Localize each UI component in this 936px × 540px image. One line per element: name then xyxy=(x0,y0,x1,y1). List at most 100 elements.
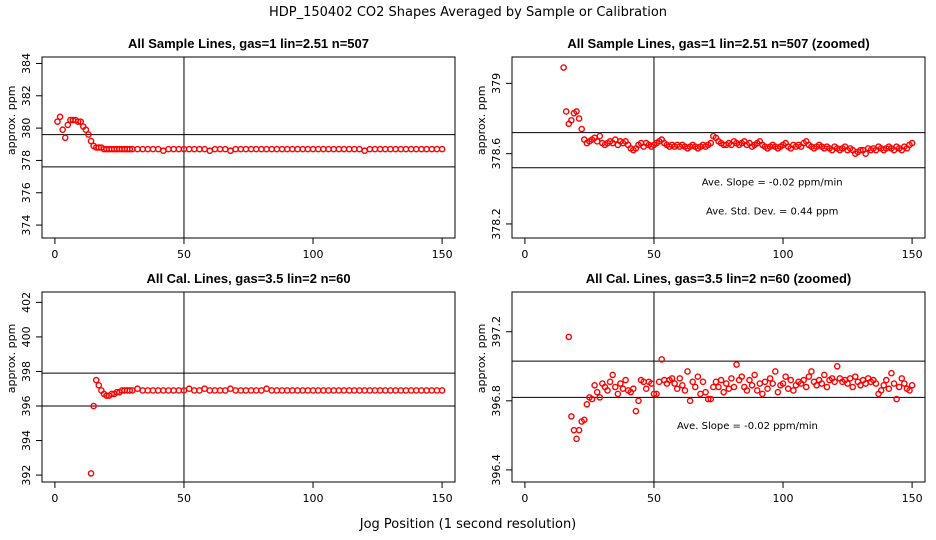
data-point xyxy=(862,150,869,157)
data-point xyxy=(232,387,239,394)
data-point xyxy=(412,145,420,153)
data-point xyxy=(580,416,588,424)
x-tick-label: 0 xyxy=(51,248,58,261)
data-point xyxy=(82,126,90,134)
data-point xyxy=(831,378,838,386)
data-point xyxy=(805,373,813,380)
data-point xyxy=(707,139,715,147)
panel-1: All Sample Lines, gas=1 lin=2.51 n=507 0 5… xyxy=(5,36,456,261)
plot-frame xyxy=(41,291,456,483)
data-point xyxy=(655,378,663,386)
data-point xyxy=(717,376,725,384)
y-tick-label: 398 xyxy=(20,361,33,382)
data-point xyxy=(893,395,900,403)
data-point xyxy=(304,387,312,394)
data-point xyxy=(56,113,64,121)
x-tick-label: 0 xyxy=(521,492,528,505)
data-point xyxy=(746,376,753,384)
data-point xyxy=(149,387,157,394)
data-point xyxy=(247,387,255,394)
data-point xyxy=(707,395,715,403)
data-point xyxy=(92,376,100,384)
x-tick-label: 0 xyxy=(51,492,58,505)
data-point xyxy=(206,387,214,394)
data-point xyxy=(382,387,389,394)
data-point xyxy=(771,368,779,375)
data-point xyxy=(423,145,430,153)
data-point xyxy=(418,145,425,153)
data-point xyxy=(438,387,446,394)
panel-title: All Sample Lines, gas=1 lin=2.51 n=507 (… xyxy=(567,36,869,51)
data-point xyxy=(790,387,797,394)
data-point xyxy=(733,361,740,368)
data-point xyxy=(201,145,208,153)
data-point xyxy=(720,388,727,396)
data-point xyxy=(299,387,307,394)
data-point xyxy=(885,385,893,393)
data-point xyxy=(314,387,322,394)
data-point xyxy=(575,426,583,434)
annotation-text: Ave. Slope = -0.02 ppm/min xyxy=(677,421,818,432)
x-tick-label: 50 xyxy=(177,248,191,261)
data-point xyxy=(635,397,642,405)
data-point xyxy=(604,387,611,394)
data-point xyxy=(759,390,766,398)
data-point xyxy=(743,387,751,394)
data-point xyxy=(59,126,66,134)
data-point xyxy=(345,145,353,153)
data-point xyxy=(376,387,384,394)
data-point xyxy=(309,387,317,394)
data-point xyxy=(165,145,172,153)
y-tick-label: 378.2 xyxy=(490,208,503,240)
data-point xyxy=(325,387,332,394)
data-point xyxy=(77,118,85,125)
data-point xyxy=(87,470,95,477)
data-point xyxy=(74,118,82,125)
y-tick-label: 382 xyxy=(20,85,33,106)
data-point xyxy=(769,380,777,387)
data-point xyxy=(392,387,399,394)
data-point xyxy=(412,387,420,394)
data-point xyxy=(648,380,655,387)
data-point xyxy=(126,387,134,394)
data-point xyxy=(263,145,270,153)
data-point xyxy=(748,381,756,389)
plot-frame xyxy=(41,56,456,239)
data-point xyxy=(673,385,681,393)
data-point xyxy=(160,147,167,155)
y-tick-label: 374 xyxy=(20,215,33,236)
data-point xyxy=(54,118,61,125)
data-point xyxy=(232,145,239,153)
data-point xyxy=(787,376,795,384)
data-point xyxy=(712,378,720,386)
data-point xyxy=(901,380,908,387)
data-point xyxy=(211,387,219,394)
data-point xyxy=(242,145,250,153)
data-point xyxy=(134,385,141,393)
data-point xyxy=(366,387,374,394)
data-point xyxy=(160,387,167,394)
data-point xyxy=(908,381,916,389)
data-point xyxy=(263,385,270,393)
data-point xyxy=(402,145,410,153)
data-point xyxy=(857,146,864,154)
data-point xyxy=(320,145,327,153)
data-point xyxy=(802,383,810,391)
panel-title: All Cal. Lines, gas=3.5 lin=2 n=60 xyxy=(146,271,350,286)
data-point xyxy=(139,145,146,153)
x-tick-label: 100 xyxy=(773,248,794,261)
y-axis-label: approx. ppm xyxy=(5,324,18,394)
data-point xyxy=(622,376,629,384)
data-point xyxy=(87,137,95,145)
data-point xyxy=(784,385,792,393)
panel-title: All Cal. Lines, gas=3.5 lin=2 n=60 (zoom… xyxy=(586,271,852,286)
data-point xyxy=(418,387,425,394)
data-point xyxy=(433,145,441,153)
data-point xyxy=(345,387,353,394)
x-tick-label: 50 xyxy=(647,492,661,505)
data-point xyxy=(872,380,880,387)
data-point xyxy=(650,390,658,398)
data-point xyxy=(247,145,255,153)
data-point xyxy=(433,387,441,394)
